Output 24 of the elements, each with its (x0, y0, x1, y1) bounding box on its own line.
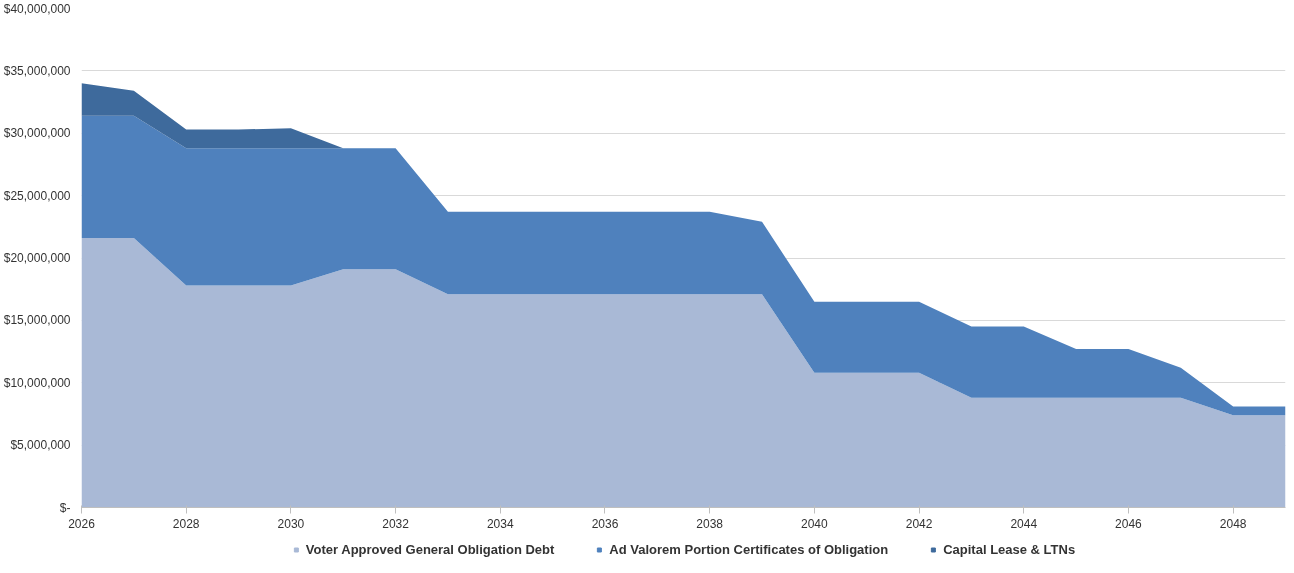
x-tick-label: 2036 (591, 516, 619, 531)
legend-label: Voter Approved General Obligation Debt (305, 541, 555, 557)
x-tick-label: 2048 (1219, 516, 1247, 531)
y-tick-label: $30,000,000 (3, 126, 71, 141)
y-tick-label: $5,000,000 (10, 438, 71, 453)
x-tick-label: 2026 (68, 516, 96, 531)
x-tick-label: 2042 (905, 516, 933, 531)
x-tick-label: 2030 (277, 516, 305, 531)
legend-label: Capital Lease & LTNs (943, 541, 1076, 557)
y-tick-label: $15,000,000 (3, 313, 71, 328)
x-tick-label: 2040 (801, 516, 829, 531)
x-tick-label: 2032 (382, 516, 410, 531)
y-tick-label: $35,000,000 (3, 63, 71, 78)
y-tick-label: $- (59, 500, 71, 515)
x-tick-label: 2044 (1010, 516, 1038, 531)
x-tick-label: 2028 (172, 516, 200, 531)
y-tick-label: $40,000,000 (3, 1, 71, 16)
x-tick-label: 2038 (696, 516, 724, 531)
y-tick-label: $25,000,000 (3, 188, 71, 203)
legend-label: Ad Valorem Portion Certificates of Obligation (609, 541, 889, 557)
y-tick-label: $10,000,000 (3, 375, 71, 390)
y-tick-label: $20,000,000 (3, 251, 71, 265)
x-tick-label: 2034 (486, 516, 514, 531)
x-tick-label: 2046 (1115, 516, 1143, 531)
